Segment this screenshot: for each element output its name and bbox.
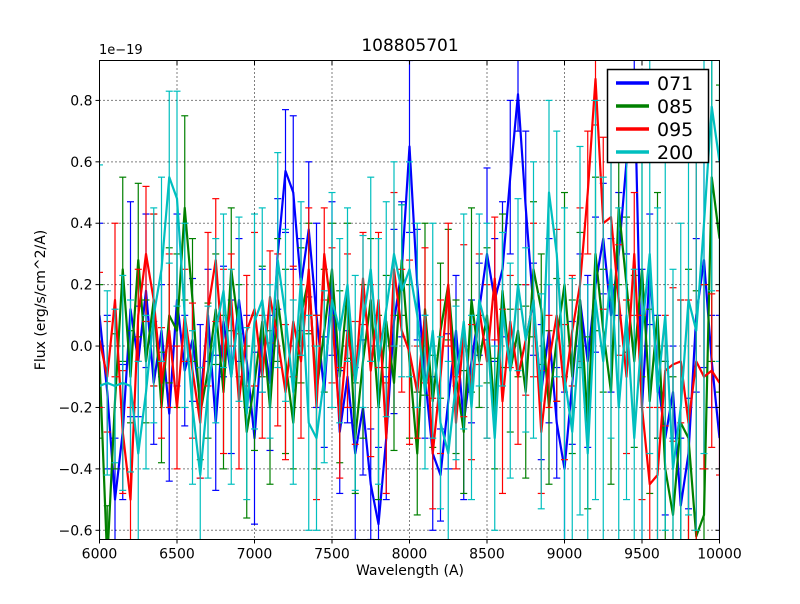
x-tick-label: 7500 (314, 547, 350, 563)
legend-box (606, 68, 710, 164)
legend-label-200: 200 (657, 142, 693, 164)
y-tick-label: 0.8 (70, 93, 92, 109)
y-tick-label: 0.4 (70, 216, 92, 232)
tick-labels: 6000 6500 7000 7500 8000 8500 9000 9500 10000 −0.… (59, 93, 742, 562)
y-tick-label: −0.4 (59, 462, 93, 478)
x-axis-label: Wavelength (A) (356, 563, 464, 579)
y-axis-label: Flux (erg/s/cm^2/A) (33, 230, 49, 370)
x-tick-label: 6000 (82, 547, 118, 563)
y-tick-label: 0.6 (70, 155, 92, 171)
legend-item-071: 071 (616, 73, 693, 95)
legend-label-085: 085 (657, 96, 693, 118)
series-line-200 (99, 105, 720, 477)
x-tick-label: 9500 (624, 547, 660, 563)
y-tick-label: 0.2 (70, 278, 92, 294)
data-layer (99, 60, 720, 540)
x-tick-label: 9000 (547, 547, 583, 563)
legend-label-071: 071 (657, 73, 693, 95)
legend-item-200: 200 (616, 142, 693, 164)
legend-item-085: 085 (616, 96, 693, 118)
y-tick-label: −0.2 (59, 400, 93, 416)
chart-title: 108805701 (361, 36, 458, 56)
x-tick-label: 8500 (469, 547, 505, 563)
x-tick-label: 8000 (392, 547, 428, 563)
legend-item-095: 095 (616, 119, 693, 141)
y-tick-label: −0.6 (59, 523, 93, 539)
legend-label-095: 095 (657, 119, 693, 141)
x-tick-label: 7000 (237, 547, 273, 563)
y-tick-label: 0.0 (70, 339, 92, 355)
y-axis-offset-label: 1e−19 (99, 43, 143, 58)
x-tick-label: 10000 (697, 547, 742, 563)
axis-ticks (95, 60, 720, 544)
x-tick-label: 6500 (159, 547, 195, 563)
